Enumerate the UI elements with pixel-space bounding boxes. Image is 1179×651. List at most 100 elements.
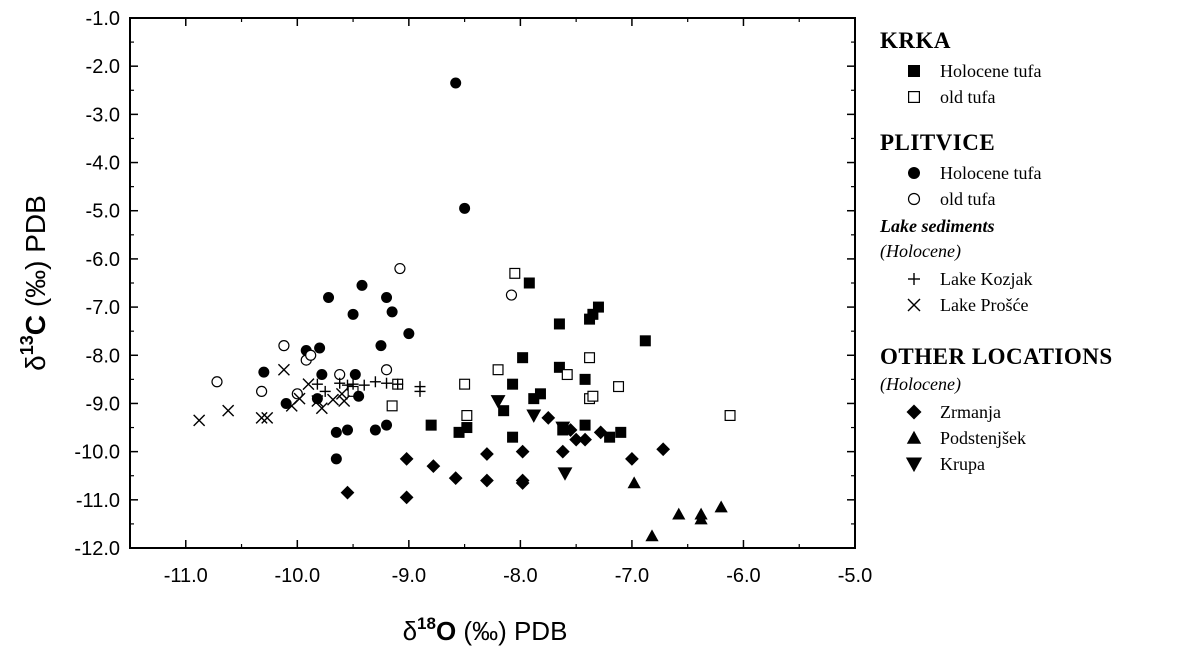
data-point xyxy=(316,369,328,381)
data-point xyxy=(211,376,223,388)
y-axis-title-superscript: 13 xyxy=(17,335,37,355)
data-point xyxy=(222,404,235,417)
data-point xyxy=(604,431,616,443)
data-point xyxy=(327,393,339,406)
data-point xyxy=(627,476,641,489)
data-point xyxy=(578,432,592,447)
data-point xyxy=(381,419,393,431)
legend-item: Lake Prošće xyxy=(880,292,1170,318)
y-tick-label: -9.0 xyxy=(86,393,120,415)
data-point xyxy=(448,471,463,486)
legend-group-title: OTHER LOCATIONS xyxy=(880,344,1113,369)
data-point xyxy=(507,378,519,390)
data-point xyxy=(349,369,361,381)
legend-item-label: Holocene tufa xyxy=(940,162,1042,183)
data-point xyxy=(587,390,599,402)
plot-frame xyxy=(129,17,856,549)
legend-marker-circle-filled xyxy=(908,167,920,179)
legend-marker-shape xyxy=(906,430,922,444)
data-point xyxy=(639,335,651,347)
series-square-open xyxy=(347,267,736,422)
data-point xyxy=(311,393,323,405)
data-point xyxy=(375,340,387,352)
data-point xyxy=(672,507,686,520)
data-point xyxy=(311,378,323,390)
data-point xyxy=(534,388,546,400)
data-point xyxy=(498,405,510,417)
data-point xyxy=(569,432,584,447)
data-point xyxy=(459,202,471,214)
legend-group: PLITVICE Holocene tufa old tufa xyxy=(880,130,1170,212)
series-triangle-down-filled xyxy=(490,395,573,481)
series-triangle-up-filled xyxy=(627,476,728,542)
data-point xyxy=(461,410,473,422)
data-point xyxy=(515,476,530,490)
data-point xyxy=(291,388,303,400)
x-tick-label: -11.0 xyxy=(164,565,208,587)
data-point xyxy=(453,426,465,438)
data-point xyxy=(528,393,540,405)
data-point xyxy=(724,410,736,422)
plot-area xyxy=(129,17,856,549)
legend-marker-cross xyxy=(907,298,921,312)
data-point xyxy=(358,379,370,391)
legend-marker-circle-open xyxy=(907,192,921,206)
legend-group-subtitle: (Holocene) xyxy=(880,374,961,394)
data-point xyxy=(526,409,542,423)
y-axis-title: δ13C (‰) PDB xyxy=(17,195,51,371)
y-tick-label: -5.0 xyxy=(86,201,120,223)
data-point xyxy=(386,400,398,412)
series-diamond-filled xyxy=(340,411,671,505)
data-point xyxy=(330,453,342,465)
legend-marker-shape xyxy=(907,192,921,206)
data-point xyxy=(555,421,571,435)
data-point xyxy=(509,267,521,279)
x-axis-title: δ18O (‰) PDB xyxy=(403,614,568,646)
legend-item-label: Krupa xyxy=(940,453,985,474)
data-point xyxy=(369,376,381,388)
data-point xyxy=(480,447,494,461)
data-point xyxy=(517,352,529,364)
legend-marker-shape xyxy=(905,457,923,473)
y-axis-title-element: C xyxy=(20,315,51,335)
legend-item: Podstenjšek xyxy=(880,425,1170,451)
series-circle-filled xyxy=(258,77,471,465)
series-square-filled xyxy=(425,277,651,443)
x-axis: -11.0 -10.0 -9.0 -8.0 -7.0 -6.0 -5.0 xyxy=(129,18,872,587)
y-tick-label: -4.0 xyxy=(86,153,120,175)
data-point xyxy=(579,373,591,385)
data-point xyxy=(277,363,290,376)
data-point xyxy=(340,485,355,500)
data-points xyxy=(193,77,736,542)
y-tick-label: -8.0 xyxy=(86,345,120,367)
data-point xyxy=(553,361,565,373)
legend-item: Krupa xyxy=(880,451,1170,477)
data-point xyxy=(553,318,565,330)
legend-marker-shape xyxy=(907,90,921,104)
legend-marker-shape xyxy=(908,65,920,77)
data-point xyxy=(579,419,591,431)
y-axis: -1.0 -2.0 -3.0 -4.0 -5.0 -6.0 -7.0 -8.0 -9.0 -10.… xyxy=(74,8,855,560)
data-point xyxy=(369,424,381,436)
data-point xyxy=(490,395,506,409)
y-tick-label: -10.0 xyxy=(74,442,120,464)
y-tick-label: -2.0 xyxy=(86,56,120,78)
data-point xyxy=(399,490,414,505)
legend-item: Holocene tufa xyxy=(880,58,1170,84)
data-point xyxy=(459,378,471,390)
legend-group-title: Lake sediments xyxy=(880,216,995,236)
data-point xyxy=(311,395,324,408)
data-point xyxy=(561,369,573,381)
data-point xyxy=(450,77,462,89)
legend-item-label: Podstenjšek xyxy=(940,427,1027,448)
data-point xyxy=(587,308,599,320)
legend-group-title: KRKA xyxy=(880,28,951,53)
x-tick-label: -9.0 xyxy=(392,565,426,587)
data-point xyxy=(645,529,659,542)
legend-item: old tufa xyxy=(880,186,1170,212)
data-point xyxy=(613,381,625,393)
legend-group-subtitle: (Holocene) xyxy=(880,241,961,261)
legend-marker-shape xyxy=(906,404,922,420)
legend-marker-triangle-down-filled xyxy=(905,457,923,473)
